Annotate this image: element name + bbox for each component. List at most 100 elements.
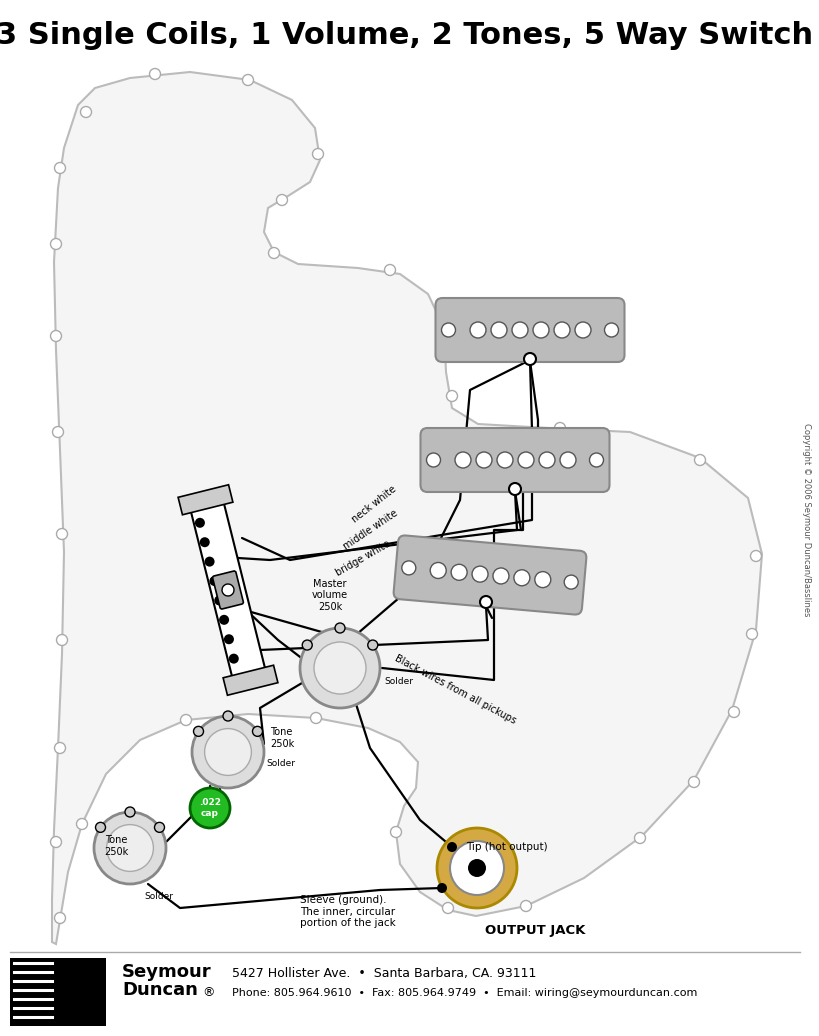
Circle shape xyxy=(229,654,239,664)
Circle shape xyxy=(52,427,64,437)
FancyBboxPatch shape xyxy=(394,536,586,614)
Text: Copyright © 2006 Seymour Duncan/Basslines: Copyright © 2006 Seymour Duncan/Bassline… xyxy=(803,424,812,616)
Circle shape xyxy=(491,322,507,338)
Text: Black wires from all pickups: Black wires from all pickups xyxy=(392,654,518,726)
Circle shape xyxy=(437,883,447,893)
Circle shape xyxy=(509,483,521,495)
Circle shape xyxy=(451,565,467,580)
Circle shape xyxy=(76,818,88,830)
Circle shape xyxy=(746,629,758,639)
Circle shape xyxy=(125,807,135,817)
Circle shape xyxy=(269,248,279,259)
Circle shape xyxy=(314,642,366,694)
Circle shape xyxy=(223,711,233,721)
Circle shape xyxy=(526,354,535,364)
PathPatch shape xyxy=(52,71,762,944)
Circle shape xyxy=(554,423,565,433)
Circle shape xyxy=(205,556,215,567)
Circle shape xyxy=(455,452,471,468)
Circle shape xyxy=(689,777,699,787)
Text: Solder: Solder xyxy=(144,892,173,901)
Circle shape xyxy=(310,713,322,723)
Circle shape xyxy=(190,788,230,828)
Circle shape xyxy=(242,75,254,86)
Circle shape xyxy=(384,264,396,276)
Circle shape xyxy=(493,568,509,584)
Circle shape xyxy=(564,575,578,589)
Circle shape xyxy=(277,195,287,205)
Circle shape xyxy=(497,452,513,468)
Circle shape xyxy=(447,842,457,852)
Text: Sleeve (ground).
The inner, circular
portion of the jack: Sleeve (ground). The inner, circular por… xyxy=(300,895,396,928)
Text: neck white: neck white xyxy=(350,484,398,524)
Circle shape xyxy=(205,728,251,775)
Circle shape xyxy=(192,716,264,788)
Circle shape xyxy=(430,563,446,578)
Circle shape xyxy=(302,640,312,650)
Circle shape xyxy=(222,584,234,596)
Text: Master
volume
250k: Master volume 250k xyxy=(312,579,348,612)
Text: Tone
250k: Tone 250k xyxy=(270,727,294,749)
Circle shape xyxy=(300,628,380,708)
Circle shape xyxy=(200,538,210,547)
Text: middle white: middle white xyxy=(342,509,400,552)
Circle shape xyxy=(427,453,441,467)
Text: ®: ® xyxy=(202,986,215,1000)
Circle shape xyxy=(51,836,61,847)
Circle shape xyxy=(437,828,517,908)
Circle shape xyxy=(514,570,530,585)
Circle shape xyxy=(55,163,66,173)
Text: .022
cap: .022 cap xyxy=(199,799,221,817)
Circle shape xyxy=(450,841,504,895)
Circle shape xyxy=(510,485,519,493)
Circle shape xyxy=(368,640,378,650)
Circle shape xyxy=(96,823,106,832)
Circle shape xyxy=(57,634,67,645)
Text: 5427 Hollister Ave.  •  Santa Barbara, CA. 93111: 5427 Hollister Ave. • Santa Barbara, CA.… xyxy=(232,968,536,980)
Circle shape xyxy=(470,322,486,338)
Circle shape xyxy=(635,833,645,843)
Circle shape xyxy=(575,322,591,338)
Circle shape xyxy=(391,827,401,837)
Text: Tip (hot output): Tip (hot output) xyxy=(466,842,548,852)
Circle shape xyxy=(94,812,166,884)
Circle shape xyxy=(535,572,551,587)
Circle shape xyxy=(590,453,604,467)
Circle shape xyxy=(193,726,203,737)
Text: bridge white: bridge white xyxy=(334,539,392,578)
Circle shape xyxy=(554,322,570,338)
Circle shape xyxy=(476,452,492,468)
FancyBboxPatch shape xyxy=(436,298,625,362)
Circle shape xyxy=(195,518,205,527)
Circle shape xyxy=(215,596,224,605)
Text: 3 Single Coils, 1 Volume, 2 Tones, 5 Way Switch: 3 Single Coils, 1 Volume, 2 Tones, 5 Way… xyxy=(0,22,813,51)
Circle shape xyxy=(446,391,458,402)
Bar xyxy=(10,958,106,1026)
Text: Solder: Solder xyxy=(266,759,295,769)
Text: Tone
250k: Tone 250k xyxy=(104,835,128,857)
Circle shape xyxy=(219,614,229,625)
Circle shape xyxy=(695,455,705,465)
Circle shape xyxy=(604,323,618,337)
Circle shape xyxy=(560,452,576,468)
Circle shape xyxy=(482,598,491,606)
Circle shape xyxy=(335,623,345,633)
Circle shape xyxy=(80,107,92,117)
Circle shape xyxy=(524,353,536,365)
Circle shape xyxy=(252,726,262,737)
Bar xyxy=(223,665,278,695)
Circle shape xyxy=(57,528,67,540)
Circle shape xyxy=(402,560,416,575)
FancyBboxPatch shape xyxy=(213,571,243,609)
Circle shape xyxy=(106,825,153,871)
Text: Seymour: Seymour xyxy=(122,963,211,981)
FancyBboxPatch shape xyxy=(190,498,266,682)
Circle shape xyxy=(750,550,762,562)
Circle shape xyxy=(180,715,192,725)
Circle shape xyxy=(480,596,492,608)
Text: Duncan: Duncan xyxy=(122,981,198,999)
Circle shape xyxy=(210,576,219,586)
Circle shape xyxy=(728,707,740,718)
Circle shape xyxy=(472,566,488,582)
Circle shape xyxy=(155,823,165,832)
